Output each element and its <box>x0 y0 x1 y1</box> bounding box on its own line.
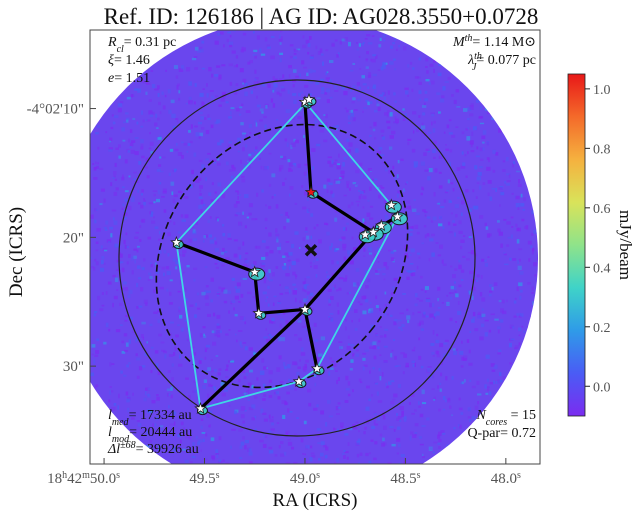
core-marker <box>298 302 312 315</box>
annotation-top-left: e= 1.51 <box>108 71 150 86</box>
colorbar-tick-label: 0.0 <box>593 380 611 395</box>
core-marker <box>375 219 388 232</box>
x-axis-ticks: 18h42m50.0s 49.5s 49.0s 48.5s 48.0s <box>47 458 521 487</box>
primary-beam-circle <box>118 79 476 437</box>
mst-edge <box>303 307 319 371</box>
cluster-center-marker <box>304 243 318 257</box>
core-marker <box>358 228 372 241</box>
annotation-top-right: λth J= 0.077 pc <box>467 51 536 73</box>
core-markers <box>170 92 404 415</box>
colorbar-tick-label: 0.6 <box>593 202 611 217</box>
x-tick-label: 18h42m50.0s <box>47 470 120 488</box>
x-tick-label: 48.0s <box>491 470 521 488</box>
annotation-bottom-left: lmod= 20444 au <box>108 425 192 445</box>
colorbar-tick-label: 0.2 <box>593 321 611 336</box>
annotation-bottom-left: lmed= 17334 au <box>108 408 192 428</box>
core-marker <box>248 265 262 278</box>
core-marker <box>366 225 380 238</box>
core-marker <box>252 306 266 319</box>
colorbar-tick-label: 1.0 <box>593 83 611 98</box>
annotations: Rcl= 0.31 pcξ= 1.46 e= 1.51 Mth= 1.14 M⊙λt… <box>107 33 536 458</box>
mst-edge <box>309 190 375 234</box>
colorbar-tick-label: 0.8 <box>593 142 611 157</box>
y-axis-label: Dec (ICRS) <box>6 207 27 297</box>
core-marker <box>194 401 207 415</box>
x-axis-label: RA (ICRS) <box>273 490 358 511</box>
annotation-top-left: ξ= 1.46 <box>108 53 150 68</box>
annotation-top-right: Mth= 1.14 M⊙ <box>452 33 536 51</box>
annotation-top-left: Rcl= 0.31 pc <box>107 35 176 55</box>
core-marker <box>304 185 318 198</box>
core-marker <box>385 198 398 211</box>
y-tick-label: -4°02'10" <box>27 102 84 118</box>
colorbar <box>567 73 586 417</box>
core-marker <box>310 362 324 375</box>
y-tick-label: 20" <box>63 230 84 246</box>
core-marker <box>390 210 404 223</box>
core-marker <box>302 92 316 105</box>
x-tick-label: 48.5s <box>390 470 420 488</box>
colorbar-ticks: 0.0 0.2 0.4 0.6 0.8 1.0 <box>585 83 611 395</box>
x-tick-label: 49.0s <box>290 470 320 488</box>
x-tick-label: 49.5s <box>189 470 219 488</box>
annotation-bottom-right: Ncores = 15 <box>475 408 536 428</box>
colorbar-label: mJy/beam <box>616 210 635 280</box>
mst-edge <box>198 307 307 411</box>
y-axis-ticks: -4°02'10" 20" 30" <box>27 102 96 375</box>
mst-edge <box>174 240 257 274</box>
annotation-bottom-right: Q-par= 0.72 <box>467 426 536 441</box>
center-x-stroke <box>304 243 318 257</box>
cluster-ellipse <box>155 123 409 389</box>
colorbar-tick-label: 0.4 <box>593 261 611 276</box>
core-marker <box>292 374 306 387</box>
y-tick-label: 30" <box>63 359 84 375</box>
map-texture <box>90 30 538 464</box>
core-marker <box>170 235 183 248</box>
plot-area <box>90 30 538 464</box>
mst-edge <box>257 307 307 315</box>
chart-title: Ref. ID: 126186 | AG ID: AG028.3550+0.07… <box>104 4 539 29</box>
annotation-bottom-left: Δl±68= 39926 au <box>107 440 199 458</box>
mst-edge <box>303 230 375 312</box>
axes-frame <box>89 29 541 465</box>
mst-edge <box>303 100 313 194</box>
